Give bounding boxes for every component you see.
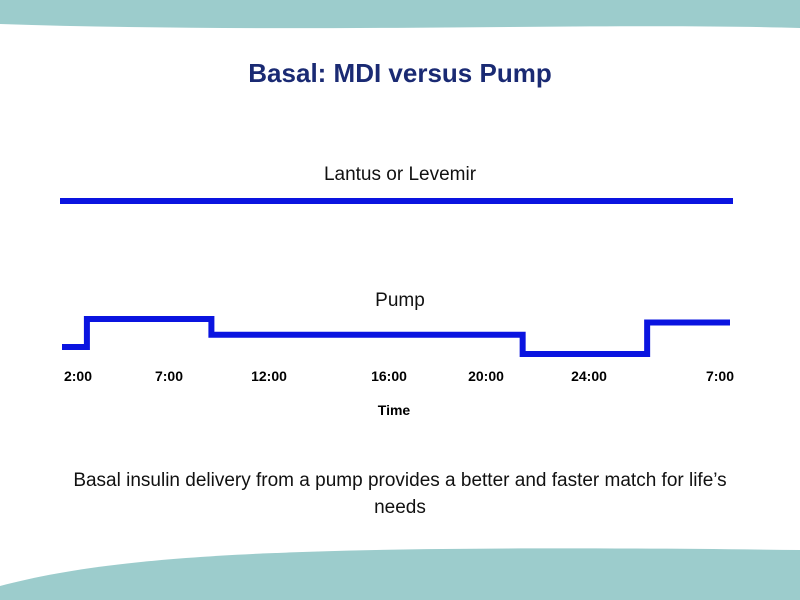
x-tick-label: 7:00 xyxy=(705,368,735,384)
x-tick-label: 20:00 xyxy=(468,368,504,384)
slide-caption: Basal insulin delivery from a pump provi… xyxy=(73,470,727,518)
x-tick-label: 16:00 xyxy=(371,368,407,384)
pump-basal-line xyxy=(62,316,730,357)
decorative-wave-bottom xyxy=(0,548,800,600)
slide-title: Basal: MDI versus Pump xyxy=(248,58,552,88)
series-label-pump: Pump xyxy=(375,290,425,311)
x-axis-title: Time xyxy=(377,402,411,418)
x-tick-label: 2:00 xyxy=(63,368,93,384)
x-tick-label: 24:00 xyxy=(571,368,607,384)
decorative-wave-top xyxy=(0,0,800,29)
series-label-lantus: Lantus or Levemir xyxy=(323,164,477,185)
x-tick-label: 7:00 xyxy=(154,368,184,384)
x-tick-label: 12:00 xyxy=(251,368,287,384)
